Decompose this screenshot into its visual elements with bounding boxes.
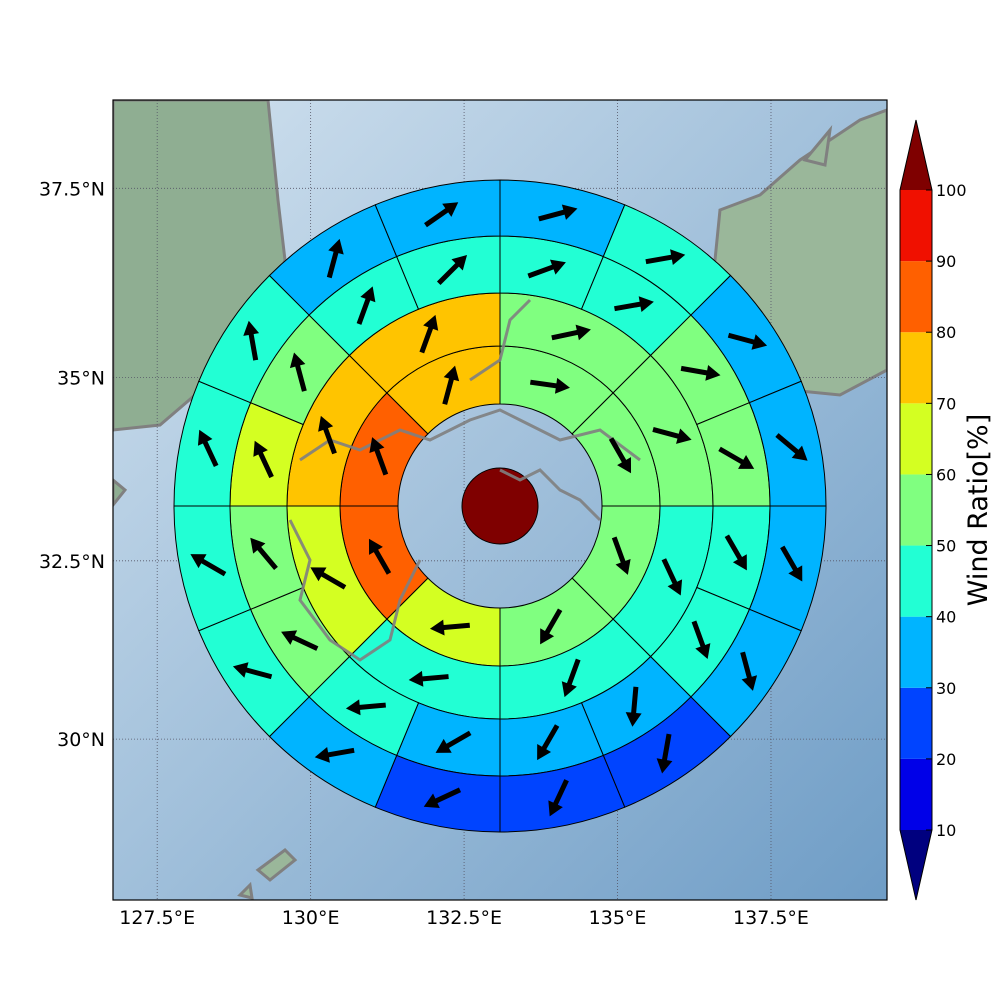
coastline <box>469 298 532 382</box>
colorbar-tick-label: 80 <box>936 323 956 342</box>
y-tick-label: 32.5°N <box>39 551 105 573</box>
coastline <box>299 408 641 462</box>
wind-arrow <box>718 446 755 469</box>
wind-arrow <box>310 567 347 590</box>
colorbar-tick-label: 30 <box>936 679 956 698</box>
land-island <box>802 124 833 167</box>
wind-arrows <box>190 202 808 817</box>
wind-arrow <box>611 536 631 575</box>
wind-arrow <box>548 779 569 817</box>
wind-arrow <box>232 662 273 680</box>
land-island <box>113 478 128 508</box>
colorbar-bin <box>900 758 932 830</box>
wind-arrow <box>424 202 459 228</box>
y-tick-label: 35°N <box>57 367 105 389</box>
wind-arrow <box>656 733 673 774</box>
colorbar-label: Wind Ratio[%] <box>963 414 994 606</box>
wind-arrow <box>561 658 581 698</box>
wind-arrow <box>326 238 344 279</box>
wind-arrow <box>314 746 355 763</box>
colorbar-tick-label: 50 <box>936 537 956 556</box>
colorbar-bin <box>900 332 932 404</box>
colorbar-tick-label: 20 <box>936 750 956 769</box>
colorbar: 10 20 30 40 50 60 70 80 90 100 <box>899 119 967 901</box>
center-disc <box>461 467 539 545</box>
colorbar-tick-label: 40 <box>936 608 956 627</box>
wind-arrow <box>529 377 570 394</box>
colorbar-bin <box>900 190 932 262</box>
wind-arrow <box>537 724 560 761</box>
wind-arrow <box>197 429 219 468</box>
wind-arrow <box>442 365 460 405</box>
colorbar-tick-label: 10 <box>936 821 956 840</box>
wind-arrow <box>527 259 566 279</box>
wind-arrow <box>281 630 319 651</box>
wind-arrow <box>540 608 563 645</box>
coastlines <box>288 298 641 662</box>
wind-arrow <box>625 686 642 727</box>
x-tick-label: 132.5°E <box>426 907 502 929</box>
colorbar-bin <box>900 616 932 688</box>
land-islands <box>237 848 298 900</box>
wind-arrow <box>645 249 686 266</box>
coastline <box>499 468 602 522</box>
y-tick-label: 37.5°N <box>39 178 105 200</box>
wind-arrow <box>318 415 337 455</box>
wind-arrow <box>429 619 471 636</box>
colorbar-over <box>900 120 932 190</box>
map-frame <box>112 99 888 901</box>
x-tick-label: 130°E <box>282 907 340 929</box>
wind-arrow <box>680 364 721 381</box>
wind-arrow <box>775 433 808 461</box>
wind-arrow <box>740 651 758 691</box>
wind-arrow <box>780 545 803 582</box>
colorbar-tick-label: 90 <box>936 252 956 271</box>
wind-arrow <box>190 554 227 577</box>
wind-arrow <box>538 204 578 222</box>
wind-arrow <box>368 538 392 575</box>
colorbar-tick-label: 100 <box>936 181 967 200</box>
wind-arrow <box>253 440 274 479</box>
sector-rings <box>173 179 827 833</box>
colorbar-bin <box>900 403 932 475</box>
wind-arrow <box>356 286 376 325</box>
wind-arrow <box>243 320 260 361</box>
wind-arrow <box>408 670 449 687</box>
wind-arrow <box>289 352 307 392</box>
wind-arrow <box>614 296 654 313</box>
y-tick-label: 30°N <box>57 729 105 751</box>
wind-arrow <box>435 730 472 753</box>
colorbar-bin <box>900 261 932 333</box>
colorbar-bin <box>900 545 932 617</box>
colorbar-tick-label: 60 <box>936 465 956 484</box>
x-tick-label: 137.5°E <box>733 907 809 929</box>
wind-arrow <box>727 332 768 350</box>
wind-arrow <box>724 534 747 571</box>
wind-arrow <box>436 254 468 286</box>
colorbar-tick-label: 70 <box>936 394 956 413</box>
colorbar-under <box>900 830 932 900</box>
x-tick-label: 135°E <box>589 907 647 929</box>
wind-arrow <box>652 427 692 444</box>
wind-arrow <box>250 537 278 571</box>
wind-arrow <box>423 787 462 809</box>
wind-arrow <box>691 620 711 659</box>
wind-arrow <box>661 558 683 596</box>
x-tick-label: 127.5°E <box>119 907 195 929</box>
wind-arrow <box>345 699 386 716</box>
colorbar-bin <box>900 474 932 546</box>
wind-arrow <box>419 314 439 354</box>
wind-arrow <box>551 324 591 341</box>
colorbar-bin <box>900 687 932 759</box>
axis-labels: 127.5°E 130°E 132.5°E 135°E 137.5°E 30°N 32.5°… <box>39 178 809 929</box>
wind-arrow <box>369 437 389 476</box>
wind-arrow <box>608 437 632 474</box>
coastline <box>288 519 422 662</box>
